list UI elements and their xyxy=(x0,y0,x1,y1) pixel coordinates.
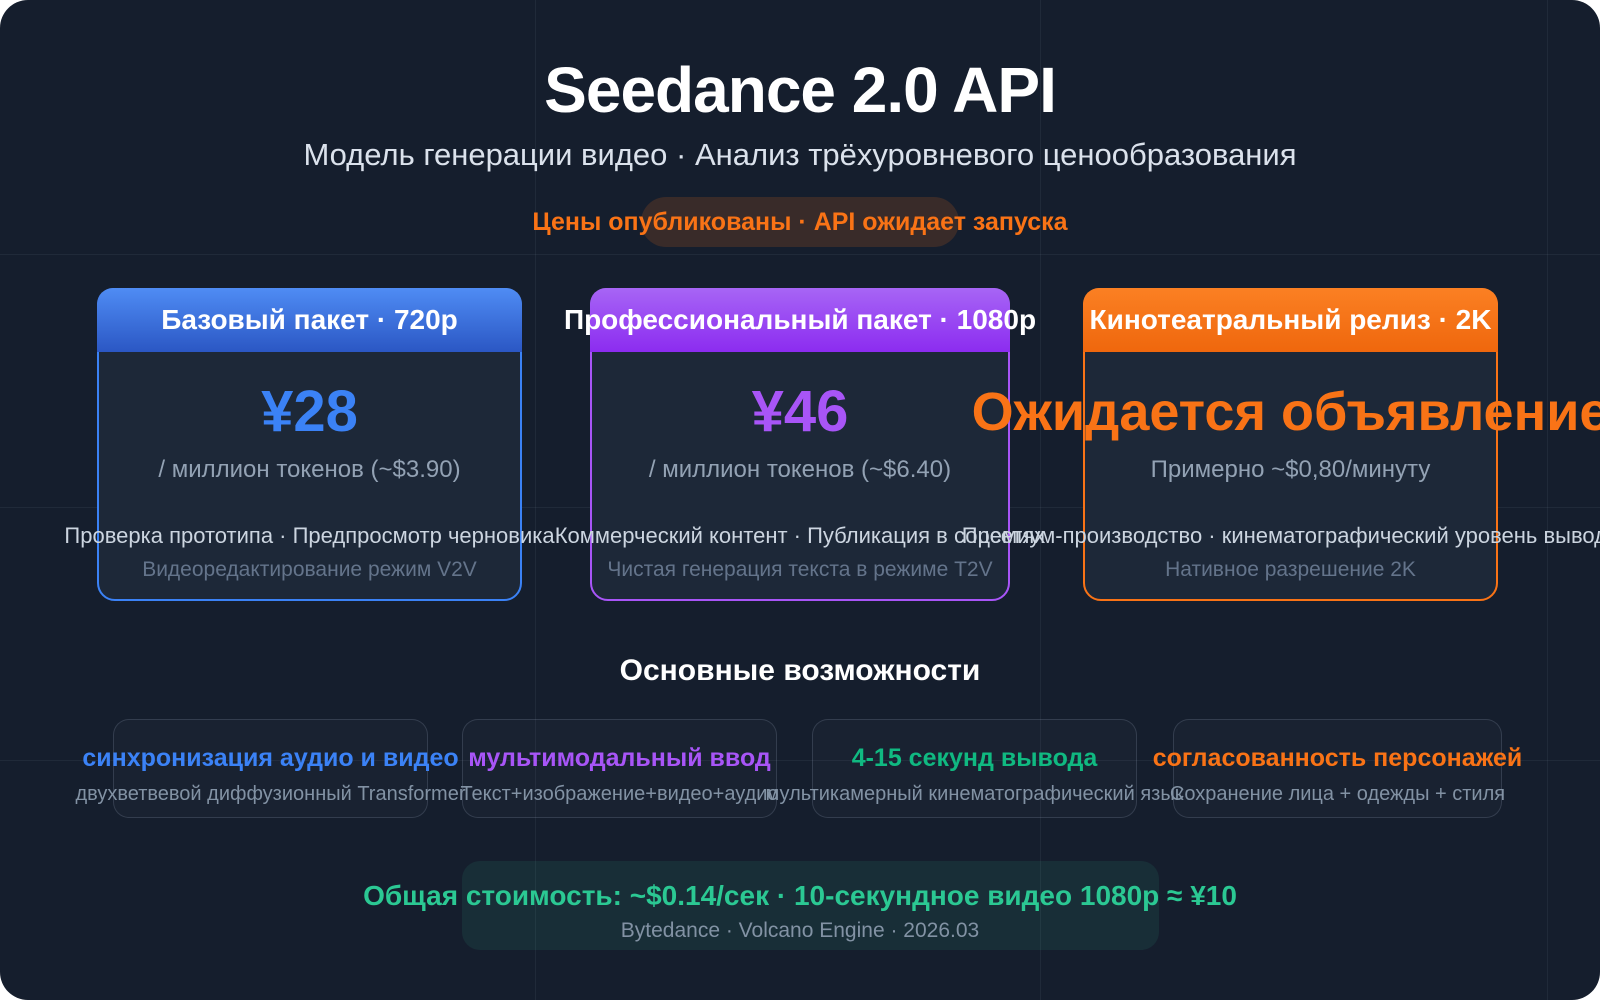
capability-chip-consistency: согласованность персонажей Сохранение ли… xyxy=(1153,719,1522,818)
tier-feature: Видеоредактирование режим V2V xyxy=(142,558,477,581)
grid-hline xyxy=(0,760,1600,761)
grid-vline xyxy=(535,0,536,1000)
pricing-card-cinema: Кинотеатральный релиз · 2K Ожидается объ… xyxy=(962,288,1600,601)
page-subtitle: Модель генерации видео · Анализ трёхуров… xyxy=(303,137,1297,172)
capability-subtitle: Сохранение лица + одежды + стиля xyxy=(1169,783,1506,805)
tier-price: Ожидается объявление xyxy=(971,382,1600,442)
pricing-card-header: Профессиональный пакет · 1080p xyxy=(564,288,1036,352)
pricing-card-header: Базовый пакет · 720p xyxy=(97,288,522,352)
capability-title: 4-15 секунд вывода xyxy=(851,744,1098,772)
tier-price: ¥28 xyxy=(261,379,358,444)
tier-price: ¥46 xyxy=(751,379,849,444)
capability-chip-av-sync: синхронизация аудио и видео двухветвевой… xyxy=(76,719,466,818)
tier-feature: Нативное разрешение 2K xyxy=(1165,558,1416,581)
page-title: Seedance 2.0 API xyxy=(544,54,1057,126)
tier-price-unit: / миллион токенов (~$3.90) xyxy=(158,456,461,483)
summary-source-line: Bytedance · Volcano Engine · 2026.03 xyxy=(620,919,980,942)
tier-feature: Чистая генерация текста в режиме T2V xyxy=(607,558,993,581)
pricing-card-header: Кинотеатральный релиз · 2K xyxy=(1083,288,1498,352)
pricing-card-pro: Профессиональный пакет · 1080p ¥46 / мил… xyxy=(555,288,1045,601)
tier-use-case: Коммерческий контент · Публикация в соцс… xyxy=(554,523,1046,548)
capability-chip-multimodal: мультимодальный ввод Текст+изображение+в… xyxy=(460,719,779,818)
capability-subtitle: Текст+изображение+видео+аудио xyxy=(460,783,779,805)
tier-price-unit: / миллион токенов (~$6.40) xyxy=(648,456,952,483)
status-badge-label: Цены опубликованы · API ожидает запуска xyxy=(532,208,1068,236)
grid-vline xyxy=(1040,0,1041,1000)
summary-cost-line: Общая стоимость: ~$0.14/сек · 10-секундн… xyxy=(363,880,1237,911)
capability-title: мультимодальный ввод xyxy=(468,744,771,772)
capability-chip-duration: 4-15 секунд вывода мультикамерный кинема… xyxy=(766,719,1183,818)
tier-use-case: Проверка прототипа · Предпросмотр чернов… xyxy=(64,523,555,548)
summary-box xyxy=(462,861,1159,950)
pricing-card-basic: Базовый пакет · 720p ¥28 / миллион токен… xyxy=(64,288,555,601)
status-badge xyxy=(641,197,959,247)
capability-subtitle: мультикамерный кинематографический язык xyxy=(765,783,1184,805)
capabilities-heading: Основные возможности xyxy=(619,654,981,687)
grid-vline xyxy=(1547,0,1548,1000)
tier-name: Кинотеатральный релиз · 2K xyxy=(1089,304,1492,335)
tier-name: Профессиональный пакет · 1080p xyxy=(563,304,1037,335)
tier-name: Базовый пакет · 720p xyxy=(161,304,458,335)
tier-price-unit: Примерно ~$0,80/минуту xyxy=(1150,456,1431,483)
capability-title: согласованность персонажей xyxy=(1152,744,1523,772)
grid-hline xyxy=(0,254,1600,255)
capability-title: синхронизация аудио и видео xyxy=(82,744,459,772)
capability-subtitle: двухветвевой диффузионный Transformer xyxy=(75,783,466,805)
tier-use-case: Премиум-производство · кинематографическ… xyxy=(961,523,1600,548)
